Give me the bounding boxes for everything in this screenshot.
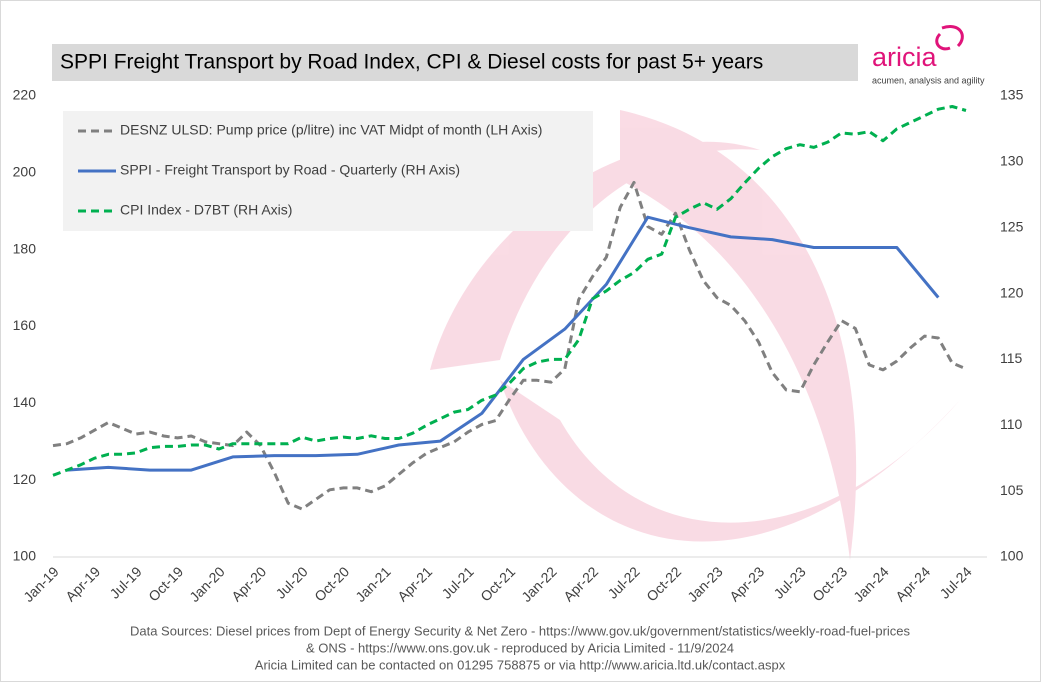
footer-line: & ONS - https://www.ons.gov.uk - reprodu… [306,640,734,655]
y2-tick-label: 105 [1000,482,1024,498]
y2-tick-label: 115 [1000,350,1023,366]
footer-line: Aricia Limited can be contacted on 01295… [255,657,786,672]
y2-tick-label: 100 [1000,548,1024,564]
series-line [52,180,967,511]
logo-icon [935,25,964,51]
y-tick-label: 160 [13,317,37,333]
y-tick-label: 100 [13,548,37,564]
legend-box [63,111,593,231]
y-tick-label: 200 [13,164,37,180]
title-box [52,44,858,81]
series-line [66,215,940,472]
y2-tick-label: 125 [1000,218,1024,234]
watermark [430,110,960,560]
y-tick-label: 140 [13,394,37,410]
legend-label: DESNZ ULSD: Pump price (p/litre) inc VAT… [120,122,542,138]
y2-tick-label: 120 [1000,284,1024,300]
chart-title: SPPI Freight Transport by Road Index, CP… [60,51,763,74]
series-line [52,105,967,477]
legend-label: SPPI - Freight Transport by Road - Quart… [120,162,460,178]
y-tick-label: 120 [13,471,37,487]
y2-tick-label: 135 [1000,87,1024,103]
y-tick-label: 220 [13,87,37,103]
y2-tick-label: 110 [1000,416,1023,432]
y-tick-label: 180 [13,240,37,256]
footer-line: Data Sources: Diesel prices from Dept of… [130,623,911,638]
logo-name: aricia [872,42,938,72]
y2-tick-label: 130 [1000,153,1024,169]
logo-tagline: acumen, analysis and agility [872,75,985,85]
legend-label: CPI Index - D7BT (RH Axis) [120,202,292,218]
